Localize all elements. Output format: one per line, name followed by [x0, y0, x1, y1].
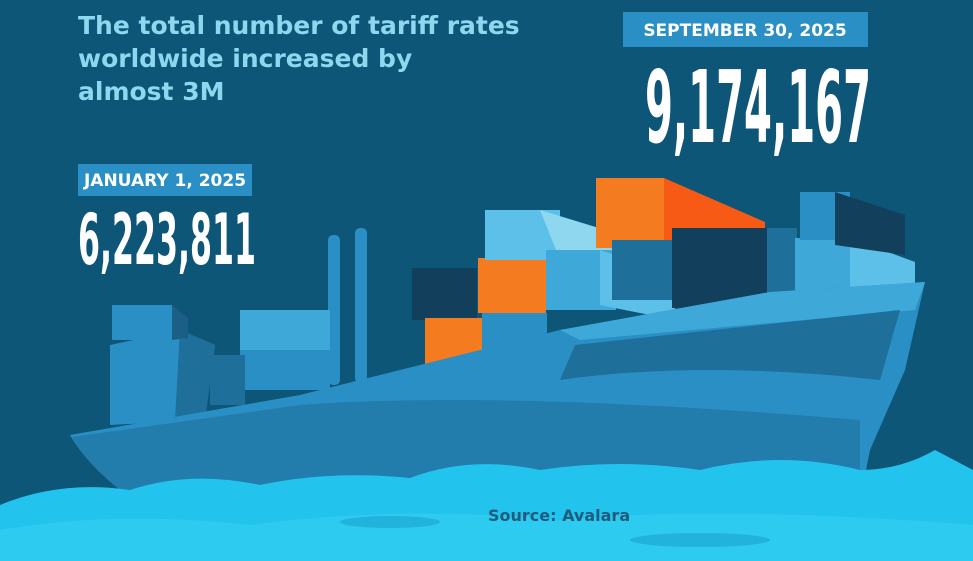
- stat-value: 9,174,167: [645, 49, 871, 166]
- date-badge: [78, 164, 252, 196]
- stat-value: 6,223,811: [78, 199, 256, 281]
- headline-line: worldwide increased by: [78, 44, 412, 73]
- date-label: JANUARY 1, 2025: [83, 171, 246, 191]
- date-badge: [623, 12, 868, 47]
- ship-illustration: [0, 178, 973, 561]
- date-label: SEPTEMBER 30, 2025: [643, 21, 846, 41]
- headline-line: The total number of tariff rates: [78, 11, 520, 40]
- headline-line: almost 3M: [78, 77, 224, 106]
- source: Source: Avalara: [488, 506, 630, 525]
